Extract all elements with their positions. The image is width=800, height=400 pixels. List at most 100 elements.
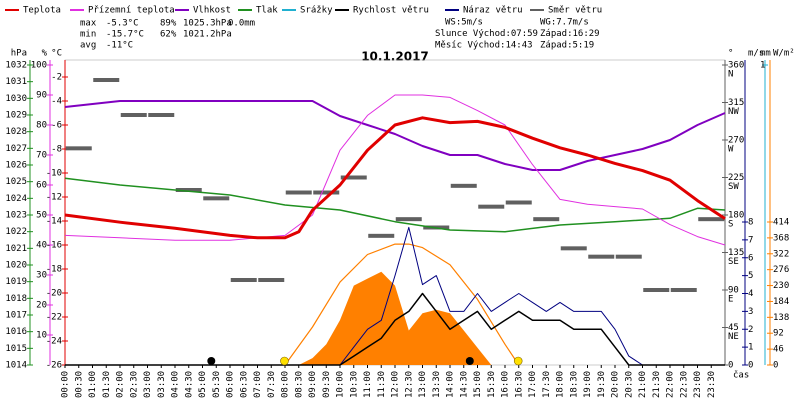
y-tick-label: 368: [773, 233, 789, 243]
y-tick-label: 1017: [5, 311, 27, 321]
y-tick-label: 90: [728, 286, 739, 296]
x-tick-label: 16:30: [514, 371, 524, 398]
y-tick-label: 50: [36, 211, 47, 221]
y-tick-label: -8: [51, 145, 62, 155]
x-tick-label: 19:30: [597, 371, 607, 398]
x-tick-label: 18:30: [569, 371, 579, 398]
y-tick-label: -20: [46, 289, 62, 299]
y-tick-label: -22: [46, 313, 62, 323]
x-tick-label: 12:00: [391, 371, 401, 398]
sun-marker: [280, 356, 289, 366]
y-tick-label: 6: [748, 253, 753, 263]
y-tick-label: 276: [773, 265, 789, 275]
x-tick-label: 09:30: [322, 371, 332, 398]
direction-mark: [643, 288, 670, 292]
series-line: [65, 292, 725, 366]
compass-label: W: [728, 145, 734, 155]
legend-label: Směr větru: [548, 6, 602, 16]
x-tick-label: 20:30: [624, 371, 634, 398]
y-tick-label: 1014: [5, 361, 27, 371]
direction-mark: [478, 204, 505, 209]
direction-mark: [450, 183, 477, 188]
y-tick-label: 0: [773, 361, 778, 371]
series-line: [284, 243, 520, 366]
y-tick-label: 1026: [5, 161, 27, 171]
y-tick-label: 45: [728, 323, 739, 333]
stat-min: 1021.2hPa: [183, 30, 232, 40]
direction-mark: [258, 278, 285, 282]
x-tick-label: 22:00: [666, 371, 676, 398]
y-tick-label: 322: [773, 249, 789, 259]
x-tick-label: 06:00: [226, 371, 236, 398]
direction-mark: [615, 254, 642, 259]
y-tick-label: 4: [748, 289, 753, 299]
y-tick-label: 1022: [5, 227, 27, 237]
y-tick-label: 90: [36, 91, 47, 101]
direction-mark: [395, 217, 422, 222]
stat-wind: WG:7.7m/s: [540, 18, 589, 28]
axis-label: °: [728, 49, 733, 59]
axis-label: %: [42, 49, 48, 59]
axis-label: m/s: [748, 49, 764, 59]
compass-label: SW: [728, 182, 739, 192]
y-tick-label: 0: [748, 361, 753, 371]
direction-mark: [230, 278, 257, 282]
stat-max: max: [80, 19, 97, 29]
x-tick-label: 23:00: [693, 371, 703, 398]
direction-mark: [560, 246, 587, 251]
radiation-area: [298, 271, 492, 365]
y-tick-label: 315: [728, 98, 744, 108]
x-tick-label: 07:30: [267, 371, 277, 398]
x-tick-label: 00:00: [61, 371, 71, 398]
y-tick-label: -4: [51, 97, 62, 107]
direction-mark: [120, 113, 147, 117]
stat-min: -15.7°C: [106, 30, 144, 40]
stat-sun: Slunce Východ:07:59: [435, 29, 538, 39]
y-tick-label: 1029: [5, 111, 27, 121]
x-tick-label: 03:30: [157, 371, 167, 398]
x-tick-label: 11:00: [363, 371, 373, 398]
y-tick-label: 1020: [5, 261, 27, 271]
direction-mark: [93, 78, 120, 82]
y-tick-label: -10: [46, 169, 62, 179]
direction-mark: [203, 196, 230, 201]
x-tick-label: 05:30: [212, 371, 222, 398]
chart-title: 10.1.2017: [361, 50, 429, 64]
moon-marker: [465, 357, 474, 365]
x-tick-label: 10:30: [349, 371, 359, 398]
legend-label: Rychlost větru: [353, 6, 429, 16]
y-tick-label: 60: [36, 181, 47, 191]
direction-mark: [65, 146, 92, 151]
legend-label: Teplota: [23, 6, 61, 16]
y-tick-label: 5: [748, 271, 753, 281]
y-tick-label: 180: [728, 211, 744, 221]
stat-avg: avg: [80, 41, 96, 51]
y-tick-label: 1027: [5, 144, 27, 154]
series-line: [65, 226, 725, 366]
x-tick-label: 20:00: [611, 371, 621, 398]
x-tick-label: 19:00: [583, 371, 593, 398]
y-tick-label: 360: [728, 61, 744, 71]
y-tick-label: -2: [51, 73, 62, 83]
y-tick-label: 1019: [5, 277, 27, 287]
y-tick-label: 135: [728, 248, 744, 258]
y-tick-label: 20: [36, 301, 47, 311]
compass-label: N: [728, 70, 733, 80]
x-tick-label: 03:00: [143, 371, 153, 398]
direction-mark: [340, 175, 367, 180]
x-tick-label: 22:30: [679, 371, 689, 398]
compass-label: NW: [728, 107, 739, 117]
x-tick-label: 08:30: [294, 371, 304, 398]
x-axis-label: čas: [733, 370, 749, 381]
stat-min: min: [80, 30, 96, 40]
stat-max: -5.3°C: [106, 19, 139, 29]
direction-mark: [670, 288, 697, 292]
x-tick-label: 02:00: [116, 371, 126, 398]
direction-mark: [313, 190, 340, 195]
axis-label: hPa: [11, 49, 27, 59]
y-tick-label: 1024: [5, 194, 27, 204]
stat-sun: Západ:16:29: [540, 29, 600, 39]
direction-mark: [588, 254, 615, 259]
x-tick-label: 14:30: [459, 371, 469, 398]
x-tick-label: 01:00: [88, 371, 98, 398]
